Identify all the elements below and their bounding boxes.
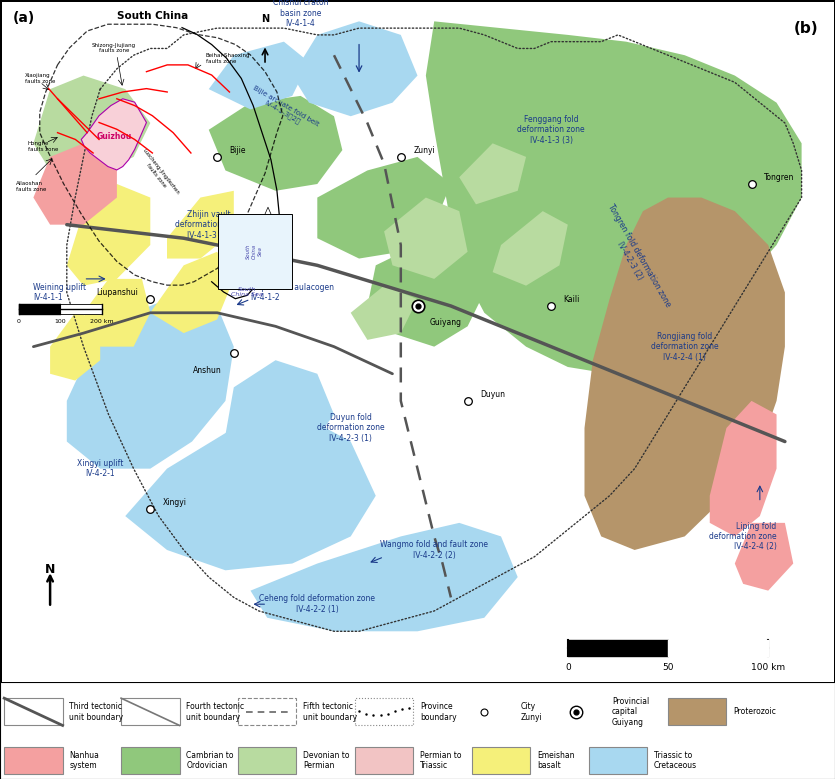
Text: Permian to
Triassic: Permian to Triassic xyxy=(420,751,462,770)
Text: N: N xyxy=(261,14,269,24)
Text: Luocheng-Jingdezhen
faults zone: Luocheng-Jingdezhen faults zone xyxy=(137,148,180,199)
Text: City
Zunyi: City Zunyi xyxy=(520,702,542,721)
Text: Tongren: Tongren xyxy=(764,173,794,182)
Polygon shape xyxy=(584,198,785,550)
FancyBboxPatch shape xyxy=(218,214,291,288)
Bar xyxy=(355,747,413,774)
Text: Kaili: Kaili xyxy=(564,294,580,304)
Text: Xingyi: Xingyi xyxy=(163,498,187,507)
Text: Zhijin vault
deformation zone
IV-4-1-3 (1): Zhijin vault deformation zone IV-4-1-3 (… xyxy=(175,210,242,240)
Polygon shape xyxy=(50,313,100,381)
Text: Bijie: Bijie xyxy=(230,146,246,154)
Text: Province
boundary: Province boundary xyxy=(420,702,457,721)
Text: Proterozoic: Proterozoic xyxy=(733,707,776,717)
Text: Anshun: Anshun xyxy=(193,366,221,375)
Polygon shape xyxy=(426,21,802,374)
Text: 0: 0 xyxy=(565,663,570,672)
Text: Liping fold
deformation zone
IV-4-2-4 (2): Liping fold deformation zone IV-4-2-4 (2… xyxy=(709,521,777,552)
Text: N: N xyxy=(45,562,55,576)
Text: South
China Sea: South China Sea xyxy=(231,287,263,298)
Polygon shape xyxy=(317,157,451,259)
Text: Honghe
faults zone: Honghe faults zone xyxy=(28,141,58,152)
Polygon shape xyxy=(384,198,468,279)
Text: Xiaojiang
faults zone: Xiaojiang faults zone xyxy=(25,73,55,84)
Bar xyxy=(238,698,296,725)
Text: (b): (b) xyxy=(794,21,818,37)
Bar xyxy=(668,698,726,725)
Polygon shape xyxy=(33,143,117,224)
Text: Provincial
capital
Guiyang: Provincial capital Guiyang xyxy=(612,697,650,727)
Text: Ailaoshan
faults zone: Ailaoshan faults zone xyxy=(16,182,47,192)
Text: 0: 0 xyxy=(17,319,21,324)
Text: Cambrian to
Ordovician: Cambrian to Ordovician xyxy=(186,751,234,770)
Polygon shape xyxy=(459,143,526,204)
Text: Triassic to
Cretaceous: Triassic to Cretaceous xyxy=(654,751,697,770)
Text: Bijie arcuate fold belt
IV-4-1-3（2）: Bijie arcuate fold belt IV-4-1-3（2） xyxy=(248,85,320,134)
Polygon shape xyxy=(735,523,793,590)
Text: 100: 100 xyxy=(54,319,66,324)
Text: Zunyi: Zunyi xyxy=(413,146,435,154)
Bar xyxy=(238,747,296,774)
Bar xyxy=(355,698,413,725)
Text: Liupanshui aulacogen
IV-4-1-2: Liupanshui aulacogen IV-4-1-2 xyxy=(250,283,335,302)
Polygon shape xyxy=(81,99,146,170)
Bar xyxy=(4,698,63,725)
Text: Rongjiang fold
deformation zone
IV-4-2-4 (1): Rongjiang fold deformation zone IV-4-2-4… xyxy=(651,332,718,361)
Text: Shizong-Jiujiang
faults zone: Shizong-Jiujiang faults zone xyxy=(92,43,136,53)
Polygon shape xyxy=(84,279,150,347)
Text: Duyun: Duyun xyxy=(480,390,505,399)
Bar xyxy=(121,698,180,725)
Bar xyxy=(121,747,180,774)
Polygon shape xyxy=(493,211,568,286)
Polygon shape xyxy=(125,414,376,570)
Bar xyxy=(472,747,530,774)
Polygon shape xyxy=(167,191,234,259)
Bar xyxy=(589,747,647,774)
Polygon shape xyxy=(367,245,484,347)
Text: Duyun fold
deformation zone
IV-4-2-3 (1): Duyun fold deformation zone IV-4-2-3 (1) xyxy=(317,413,384,443)
Polygon shape xyxy=(209,42,309,109)
Text: Nanhua
system: Nanhua system xyxy=(69,751,99,770)
Polygon shape xyxy=(250,523,518,631)
Text: 100 km: 100 km xyxy=(752,663,785,672)
Text: 200 km: 200 km xyxy=(90,319,114,324)
Text: Fifth tectonic
unit boundary: Fifth tectonic unit boundary xyxy=(303,702,357,721)
Polygon shape xyxy=(150,252,234,333)
Polygon shape xyxy=(67,184,150,286)
Text: South China: South China xyxy=(117,11,188,21)
Text: South
China
Sea: South China Sea xyxy=(246,244,263,259)
Polygon shape xyxy=(292,21,418,116)
Text: Guiyang: Guiyang xyxy=(430,319,462,327)
Text: Chishui craton
basin zone
IV-4-1-4: Chishui craton basin zone IV-4-1-4 xyxy=(273,0,328,28)
Text: (a): (a) xyxy=(13,11,35,25)
Text: Guizhou: Guizhou xyxy=(96,132,131,140)
Text: Ceheng fold deformation zone
IV-4-2-2 (1): Ceheng fold deformation zone IV-4-2-2 (1… xyxy=(260,594,375,614)
Text: Xingyi uplift
IV-4-2-1: Xingyi uplift IV-4-2-1 xyxy=(77,459,124,478)
Text: Liupanshui: Liupanshui xyxy=(96,288,138,297)
Text: Weining uplift
IV-4-1-1: Weining uplift IV-4-1-1 xyxy=(33,283,87,302)
Polygon shape xyxy=(209,96,342,191)
Polygon shape xyxy=(710,401,777,537)
Text: Beihai-Shaoxing
faults zone: Beihai-Shaoxing faults zone xyxy=(205,53,250,64)
Text: Third tectonic
unit boundary: Third tectonic unit boundary xyxy=(69,702,124,721)
Polygon shape xyxy=(33,76,150,178)
Text: Fourth tectonic
unit boundary: Fourth tectonic unit boundary xyxy=(186,702,245,721)
Bar xyxy=(4,747,63,774)
Text: Devonian to
Permian: Devonian to Permian xyxy=(303,751,350,770)
Text: 50: 50 xyxy=(662,663,674,672)
Polygon shape xyxy=(351,286,418,340)
Polygon shape xyxy=(225,360,334,455)
Text: Wangmo fold and fault zone
IV-4-2-2 (2): Wangmo fold and fault zone IV-4-2-2 (2) xyxy=(380,541,488,559)
Text: Emeishan
basalt: Emeishan basalt xyxy=(537,751,574,770)
Polygon shape xyxy=(67,292,234,469)
Text: Tongren fold deformation zone
IV-4-2-3 (2): Tongren fold deformation zone IV-4-2-3 (… xyxy=(597,203,672,314)
Text: Fenggang fold
deformation zone
IV-4-1-3 (3): Fenggang fold deformation zone IV-4-1-3 … xyxy=(518,115,584,145)
